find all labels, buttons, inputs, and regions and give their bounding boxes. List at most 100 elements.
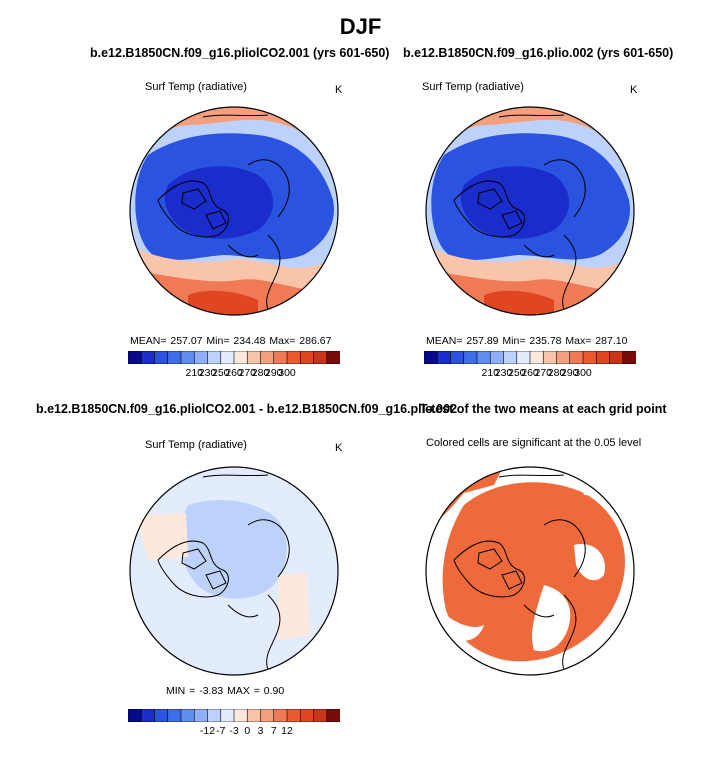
panel-1-stats: MEAN= 257.07 Min= 234.48 Max= 286.67 [130,335,332,347]
panel-3-colorbar-swatch [180,709,195,722]
panel-3-colorbar-swatch [246,709,262,722]
panel-2-colorbar-swatch [595,351,611,364]
panel-1-colorbar-swatch [167,351,182,364]
panel-4-insignificant-center-east [532,585,571,652]
panel-3-colorbar-swatch [273,709,288,722]
panel-1-coldest-core [164,166,273,239]
panel-2-title: b.e12.B1850CN.f09_g16.plio.002 (yrs 601-… [403,46,674,60]
panel-1-polar-map [129,106,339,316]
panel-2-colorbar [424,351,636,364]
panel-4-insignificant-east [574,544,605,581]
panel-3-colorbar-tick-label: -7 [216,725,226,737]
panel-1-colorbar-tick-label: 270 [238,367,257,379]
panel-2-colorbar-tick-label: 280 [547,367,566,379]
panel-2-colorbar-swatch [463,351,478,364]
panel-1-map-border [129,106,339,316]
panel-2-colorbar-swatch [582,351,597,364]
panel-3-colorbar-tick-label: 7 [270,725,277,737]
panel-1-coastlines [157,114,290,311]
panel-2-colorbar-swatch [529,351,544,364]
panel-2-colorbar-swatch [450,351,465,364]
panel-1-colorbar-swatch [246,351,262,364]
panel-1-colorbar-swatch [326,351,340,364]
panel-3-negative-anomaly [180,500,287,599]
panel-1-colorbar-swatch [207,351,222,364]
panel-2-units-label: K [630,84,638,96]
panel-1-colorbar-swatch [180,351,195,364]
panel-2-colorbar-swatch [436,351,452,364]
panel-2-colorbar-swatch [476,351,491,364]
panel-3-colorbar-swatch [326,709,340,722]
panel-3-positive-anomaly-east [278,573,310,640]
panel-3-colorbar-swatch [299,709,315,722]
panel-4-title: T-test of the two means at each grid poi… [420,402,667,416]
panel-3-colorbar-tick-label: 0 [244,725,251,737]
panel-1-colorbar-swatch [193,351,209,364]
panel-4-coastlines [453,474,586,671]
panel-3-map-border [129,466,339,676]
panel-2-stats: MEAN= 257.89 Min= 235.78 Max= 287.10 [426,335,628,347]
panel-2-colorbar-swatch [489,351,505,364]
panel-3-title: b.e12.B1850CN.f09_g16.pliolCO2.001 - b.e… [36,402,458,416]
panel-1-colorbar-tick-label: 300 [278,367,296,379]
panel-4-insignificant-sw [446,615,484,641]
panel-3-colorbar-swatch [233,709,248,722]
panel-2-colorbar-tick-label: 210 [481,367,500,379]
panel-3-polar-map [129,466,339,676]
panel-3-colorbar-swatch [207,709,222,722]
panel-3-colorbar-tick-label: -3 [229,725,239,737]
panel-1-colorbar-tick-label: 250 [211,367,230,379]
panel-3-colorbar-swatch [128,709,142,722]
panel-3-colorbar-tick-label: -12 [199,725,216,737]
panel-2-colorbar-tick-label: 250 [507,367,526,379]
figure-title: DJF [339,14,382,39]
panel-2-variable-label: Surf Temp (radiative) [422,81,524,93]
panel-2-colorbar-tick-label: 290 [560,367,579,379]
panel-1-colorbar-tick-label: 290 [264,367,283,379]
panel-1-colorbar-swatch [286,351,301,364]
panel-4-map-border [425,466,635,676]
panel-2-coldest-core [460,166,569,239]
panel-3-variable-label: Surf Temp (radiative) [145,439,247,451]
panel-1-colorbar-swatch [299,351,315,364]
panel-1-title: b.e12.B1850CN.f09_g16.pliolCO2.001 (yrs … [90,46,390,60]
panel-2-colorbar-tick-label: 300 [574,367,592,379]
panel-3-units-label: K [335,442,343,454]
panel-1-colorbar-tick-label: 230 [198,367,217,379]
panel-2-colorbar-tick-label: 270 [534,367,553,379]
panel-2-colorbar-swatch [516,351,531,364]
panel-2-colorbar-swatch [609,351,624,364]
panel-2-colorbar-swatch [503,351,518,364]
panel-1-colorbar-swatch [313,351,328,364]
panel-2-polar-map [425,106,635,316]
panel-1-colorbar-tick-label: 210 [185,367,204,379]
panel-4-polar-map [425,466,635,676]
panel-3-coastlines [157,474,290,671]
panel-1-colorbar-tick-label: 260 [225,367,243,379]
panel-3-positive-anomaly-west [136,513,188,560]
panel-3-colorbar-tick-label: 12 [281,725,293,737]
panel-3-colorbar-swatch [260,709,275,722]
panel-2-coastlines [453,114,586,311]
panel-2-colorbar-swatch [542,351,558,364]
panel-3-colorbar-tick-label: 3 [257,725,264,737]
panel-1-colorbar-swatch [273,351,288,364]
panel-1-colorbar-swatch [233,351,248,364]
panel-3-colorbar-swatch [154,709,169,722]
panel-1-variable-label: Surf Temp (radiative) [145,81,247,93]
panel-2-colorbar-tick-label: 230 [494,367,513,379]
panel-3-colorbar-swatch [220,709,235,722]
panel-1-colorbar-tick-label: 280 [251,367,270,379]
panel-1-colorbar [128,351,340,364]
panel-3-colorbar-swatch [313,709,328,722]
panel-2-colorbar-swatch [556,351,571,364]
panel-3-colorbar-swatch [167,709,182,722]
panel-1-colorbar-swatch [260,351,275,364]
panel-2-map-border [425,106,635,316]
panel-1-units-label: K [335,84,343,96]
panel-4-significant-region [442,482,625,662]
panel-3-stats: MIN = -3.83 MAX = 0.90 [166,685,285,697]
panel-3-colorbar-swatch [286,709,301,722]
panel-2-colorbar-swatch [569,351,584,364]
panel-1-colorbar-swatch [154,351,169,364]
